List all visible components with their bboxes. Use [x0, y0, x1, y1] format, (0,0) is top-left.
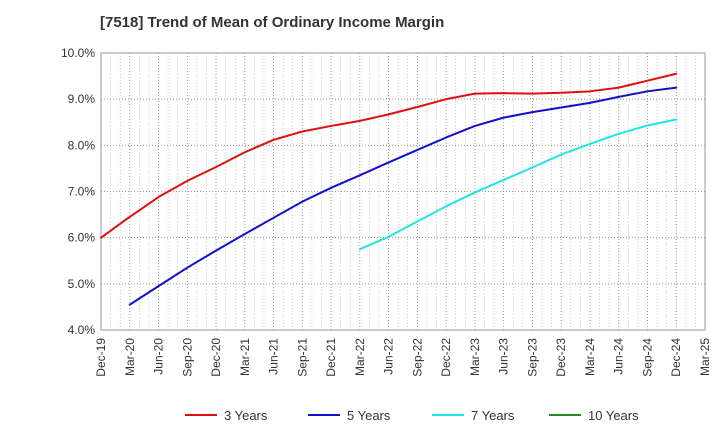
legend-label: 5 Years [347, 408, 391, 423]
x-tick-label: Dec-24 [669, 338, 683, 377]
x-tick-label: Mar-25 [698, 338, 712, 376]
x-tick-label: Dec-20 [209, 338, 223, 377]
x-tick-label: Mar-24 [583, 338, 597, 376]
y-tick-label: 9.0% [68, 92, 96, 106]
x-tick-label: Dec-19 [94, 338, 108, 377]
x-tick-label: Jun-21 [267, 338, 281, 375]
x-tick-label: Mar-21 [238, 338, 252, 376]
x-tick-label: Jun-23 [497, 338, 511, 375]
x-tick-label: Mar-23 [468, 338, 482, 376]
x-tick-label: Jun-24 [612, 338, 626, 375]
x-tick-label: Jun-22 [382, 338, 396, 375]
x-tick-label: Mar-22 [353, 338, 367, 376]
series-line-3-years [100, 72, 678, 239]
legend: 3 Years 5 Years 7 Years 10 Years [185, 408, 639, 423]
y-tick-label: 8.0% [68, 138, 96, 152]
y-tick-label: 6.0% [68, 231, 96, 245]
y-tick-label: 10.0% [61, 46, 95, 60]
series-lines [100, 72, 678, 306]
x-tick-label: Sep-24 [640, 338, 654, 377]
x-axis-ticks: Dec-19 Mar-20 Jun-20 Sep-20 Dec-20 Mar-21 Jun-… [94, 338, 712, 377]
chart-title: [7518] Trend of Mean of Ordinary Income … [100, 14, 445, 31]
y-tick-label: 4.0% [68, 323, 96, 337]
legend-label: 10 Years [588, 408, 639, 423]
legend-label: 7 Years [471, 408, 515, 423]
x-tick-label: Dec-22 [439, 338, 453, 377]
x-tick-label: Sep-20 [180, 338, 194, 377]
series-line-7-years [358, 118, 678, 251]
legend-label: 3 Years [224, 408, 268, 423]
y-axis-ticks: 10.0% 9.0% 8.0% 7.0% 6.0% 5.0% 4.0% [61, 46, 95, 337]
x-tick-label: Sep-22 [410, 338, 424, 377]
y-tick-label: 7.0% [68, 185, 96, 199]
y-tick-label: 5.0% [68, 277, 96, 291]
x-tick-label: Dec-21 [324, 338, 338, 377]
x-tick-label: Sep-21 [295, 338, 309, 377]
x-tick-label: Sep-23 [525, 338, 539, 377]
x-tick-label: Mar-20 [123, 338, 137, 376]
x-tick-label: Dec-23 [554, 338, 568, 377]
series-line-5-years [128, 86, 678, 306]
x-tick-label: Jun-20 [152, 338, 166, 375]
